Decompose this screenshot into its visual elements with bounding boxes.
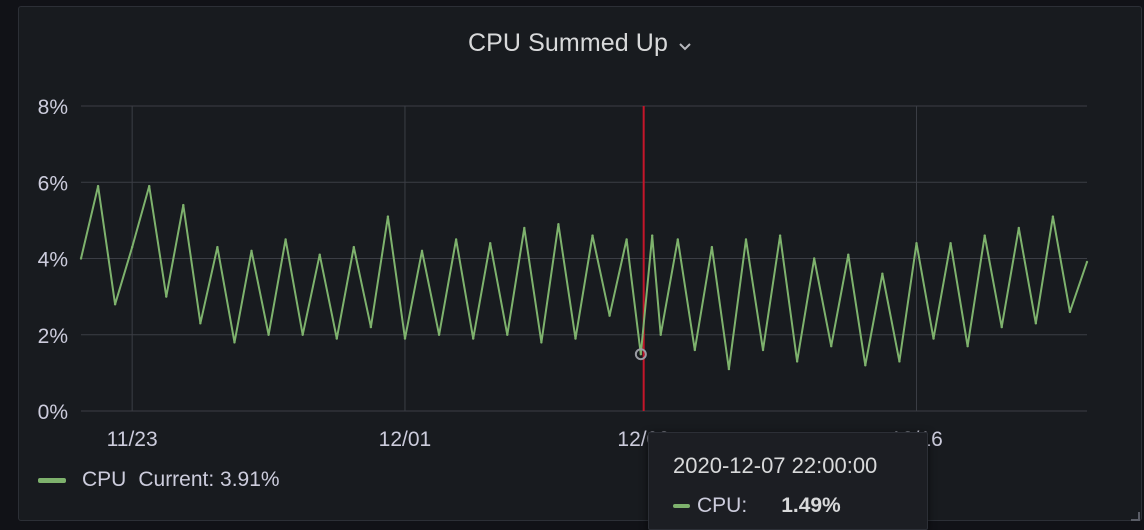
tooltip-time: 2020-12-07 22:00:00	[673, 453, 878, 478]
data-point	[540, 341, 543, 344]
y-tick-label: 6%	[38, 172, 68, 195]
data-point	[386, 215, 390, 218]
data-point	[182, 203, 185, 207]
data-point	[352, 245, 356, 249]
hover-point	[634, 348, 647, 361]
data-point	[881, 272, 884, 275]
chevron-down-icon[interactable]	[678, 30, 692, 59]
data-point	[284, 238, 287, 241]
data-point	[710, 245, 714, 249]
data-point	[608, 314, 611, 317]
resize-handle-icon[interactable]	[1130, 508, 1140, 526]
data-point	[591, 234, 594, 237]
data-point	[523, 226, 526, 230]
data-point	[659, 333, 662, 336]
data-point	[727, 367, 731, 371]
data-point	[574, 337, 577, 340]
data-point	[335, 337, 338, 340]
data-point	[898, 360, 901, 363]
data-point	[1034, 322, 1038, 325]
data-point	[216, 245, 219, 249]
data-point	[1068, 310, 1072, 314]
data-point	[651, 234, 654, 237]
data-point	[812, 257, 816, 260]
data-point	[915, 242, 918, 245]
data-point	[744, 238, 748, 241]
data-point	[847, 253, 850, 256]
data-point	[489, 242, 492, 245]
data-point	[318, 253, 321, 256]
data-point	[454, 238, 458, 241]
data-point	[1000, 325, 1003, 329]
tooltip-value: 1.49%	[781, 494, 841, 517]
data-point	[79, 257, 83, 260]
legend-swatch	[38, 477, 66, 483]
legend-current-value: Current: 3.91%	[138, 468, 280, 491]
data-point	[113, 303, 117, 306]
data-point	[966, 344, 969, 348]
data-point	[148, 184, 151, 188]
data-point	[96, 184, 100, 188]
data-point	[795, 360, 799, 363]
legend-series-name[interactable]: CPU	[82, 468, 127, 491]
data-point	[1085, 260, 1089, 264]
data-point	[369, 325, 373, 329]
data-point	[778, 234, 782, 237]
data-point	[830, 344, 833, 348]
tooltip-swatch	[673, 504, 690, 508]
data-point	[864, 364, 867, 367]
data-point	[676, 238, 679, 241]
data-point	[165, 295, 168, 298]
data-point	[1017, 226, 1020, 230]
data-point	[403, 337, 407, 340]
data-point	[267, 333, 270, 336]
data-point	[506, 333, 509, 336]
x-tick-label: 12/01	[379, 428, 432, 451]
data-point	[471, 337, 475, 340]
data-point	[949, 242, 952, 245]
data-point	[639, 352, 643, 356]
data-point	[1051, 215, 1055, 218]
data-point	[557, 222, 560, 226]
data-point	[983, 234, 986, 237]
y-tick-label: 8%	[38, 96, 68, 119]
data-point	[625, 238, 628, 241]
tooltip: 2020-12-07 22:00:00 CPU: 1.49%	[648, 432, 928, 530]
tooltip-row: CPU: 1.49%	[673, 494, 841, 518]
panel-title[interactable]: CPU Summed Up	[19, 29, 1141, 59]
legend[interactable]: CPU Current: 3.91%	[38, 468, 280, 492]
series-line-cpu	[80, 185, 1088, 371]
data-point	[420, 249, 424, 253]
y-tick-label: 2%	[38, 325, 68, 348]
panel-title-text[interactable]: CPU Summed Up	[468, 29, 668, 57]
data-point	[130, 245, 134, 249]
data-point	[233, 341, 236, 344]
data-point	[199, 322, 202, 325]
data-point	[693, 348, 697, 352]
x-tick-label: 11/23	[107, 428, 158, 451]
y-tick-label: 4%	[38, 249, 68, 272]
data-point	[932, 337, 935, 340]
data-point	[437, 333, 441, 336]
data-point	[761, 348, 765, 352]
tooltip-series: CPU:	[697, 494, 748, 517]
data-point	[301, 333, 304, 336]
y-tick-label: 0%	[38, 401, 68, 424]
data-point	[250, 249, 253, 253]
